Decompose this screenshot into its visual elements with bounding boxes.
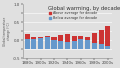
Bar bbox=[92, 33, 97, 43]
Bar bbox=[99, 44, 104, 49]
Y-axis label: Global temperature
change (°C): Global temperature change (°C) bbox=[3, 17, 11, 46]
Bar bbox=[72, 36, 77, 41]
Bar bbox=[45, 36, 50, 37]
Bar bbox=[99, 30, 104, 44]
Bar bbox=[25, 34, 30, 39]
Bar bbox=[51, 40, 57, 49]
Bar bbox=[31, 39, 36, 49]
Bar bbox=[58, 41, 63, 49]
Bar bbox=[31, 37, 36, 39]
Bar bbox=[72, 41, 77, 49]
Bar bbox=[85, 40, 90, 49]
Bar bbox=[51, 37, 57, 40]
Bar bbox=[92, 43, 97, 49]
Bar bbox=[85, 37, 90, 40]
Bar bbox=[38, 37, 43, 38]
Text: Global warming, by decade: Global warming, by decade bbox=[48, 6, 120, 11]
Bar bbox=[105, 26, 110, 46]
Bar bbox=[38, 38, 43, 49]
Bar bbox=[65, 34, 70, 42]
Bar bbox=[25, 39, 30, 49]
Bar bbox=[58, 35, 63, 41]
Legend: Above average for decade, Below average for decade: Above average for decade, Below average … bbox=[49, 11, 97, 20]
Bar bbox=[105, 46, 110, 49]
Bar bbox=[78, 36, 84, 39]
Bar bbox=[78, 39, 84, 49]
Bar bbox=[45, 37, 50, 49]
Bar bbox=[65, 42, 70, 49]
